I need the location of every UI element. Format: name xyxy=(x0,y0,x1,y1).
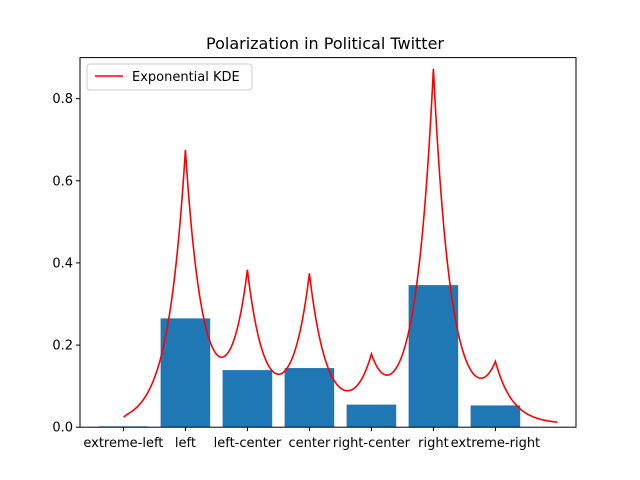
bar-right xyxy=(408,285,459,428)
legend-label: Exponential KDE xyxy=(132,70,240,85)
x-tick-label-right: right xyxy=(418,436,449,451)
x-tick-label-extreme-right: extreme-right xyxy=(451,436,541,451)
x-tick-label-center: center xyxy=(288,436,330,451)
x-axis: extreme-left left left-center center right-c… xyxy=(83,427,540,451)
y-tick-label-2: 0.4 xyxy=(52,256,73,271)
plot-frame xyxy=(79,57,577,428)
kde-line xyxy=(123,68,558,423)
y-tick-label-1: 0.2 xyxy=(52,339,73,354)
x-tick-label-extreme-left: extreme-left xyxy=(83,436,163,451)
legend: Exponential KDE xyxy=(86,63,253,91)
y-tick-label-0: 0.0 xyxy=(52,421,73,436)
y-tick-label-4: 0.8 xyxy=(52,92,73,107)
y-tick-label-3: 0.6 xyxy=(52,174,73,189)
bar-left xyxy=(160,318,211,428)
bar-extreme-right xyxy=(470,405,521,428)
bar-right-center xyxy=(346,404,397,428)
bar-center xyxy=(284,368,335,428)
legend-box xyxy=(86,63,253,91)
x-tick-label-left-center: left-center xyxy=(214,436,282,451)
chart-title: Polarization in Political Twitter xyxy=(206,34,444,53)
x-tick-label-left: left xyxy=(175,436,196,451)
bar-left-center xyxy=(222,370,273,428)
y-axis: 0.0 0.2 0.4 0.6 0.8 xyxy=(52,92,80,436)
bars xyxy=(98,285,521,428)
x-tick-label-right-center: right-center xyxy=(333,436,411,451)
